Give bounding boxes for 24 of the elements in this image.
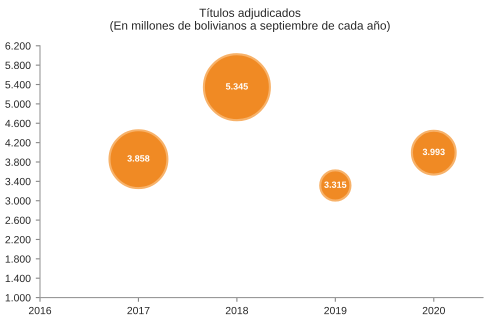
y-tick-label: 5.400 — [5, 81, 31, 88]
x-tick-label: 2016 — [28, 306, 52, 314]
data-label: 3.858 — [127, 155, 150, 162]
y-tick-label: 6.200 — [5, 42, 31, 50]
y-tick-label: 4.200 — [5, 139, 31, 146]
y-tick-label: 5.800 — [5, 62, 31, 70]
y-tick-label: 3.400 — [5, 178, 31, 186]
y-tick-label: 3.800 — [5, 158, 31, 166]
chart-title: Títulos adjudicados (En millones de bolivianos a septiembre de cada año) — [110, 8, 390, 32]
x-tick-label: 2020 — [422, 306, 445, 314]
x-tick-label: 2017 — [127, 306, 150, 314]
y-tick-label: 5.000 — [5, 100, 31, 108]
x-tick-label: 2019 — [324, 306, 346, 314]
x-tick-label: 2018 — [226, 306, 248, 314]
data-label: 3.993 — [422, 148, 445, 156]
y-tick-label: 1.800 — [6, 255, 31, 263]
y-tick-label: 2.600 — [5, 216, 31, 224]
y-tick-label: 1.000 — [6, 294, 31, 302]
data-label: 3.315 — [324, 182, 346, 188]
y-tick-label: 2.200 — [5, 236, 31, 244]
y-tick-label: 3.000 — [5, 197, 31, 205]
y-tick-label: 4.600 — [5, 120, 31, 128]
y-tick-label: 1.400 — [6, 274, 31, 282]
data-label: 5.345 — [226, 83, 248, 90]
